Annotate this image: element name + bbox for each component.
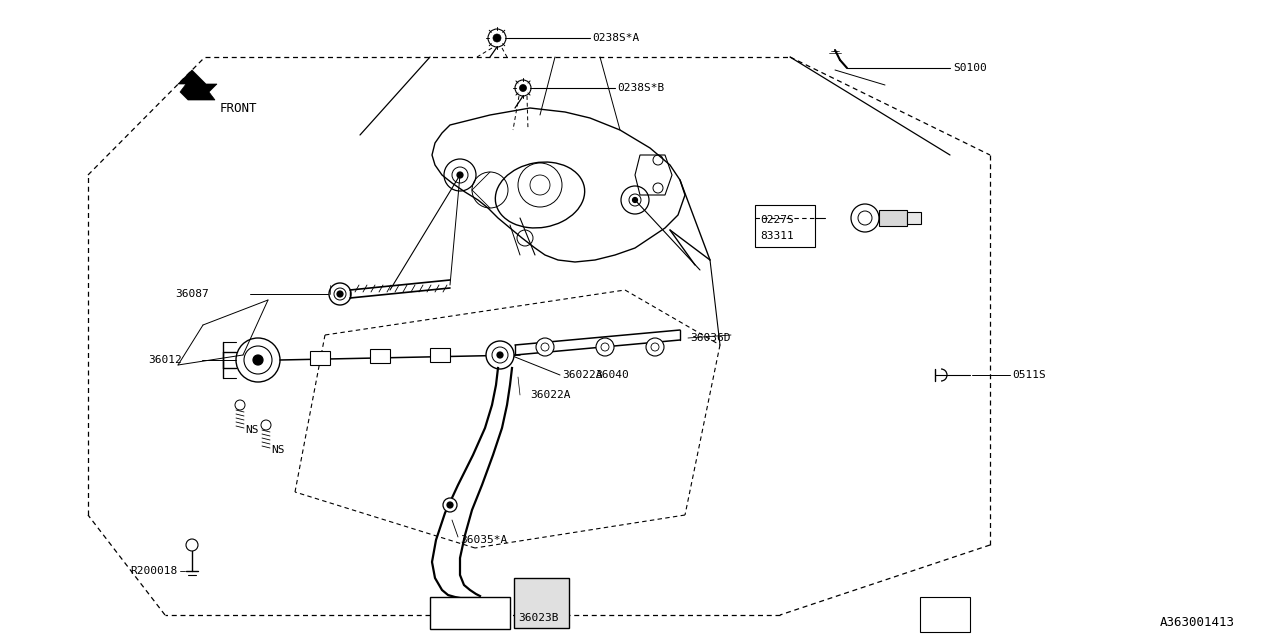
Circle shape xyxy=(646,338,664,356)
Text: S0100: S0100 xyxy=(954,63,987,73)
Polygon shape xyxy=(178,70,218,100)
Bar xyxy=(515,578,570,628)
Text: FRONT: FRONT xyxy=(220,102,257,115)
Bar xyxy=(310,351,330,365)
Bar xyxy=(920,597,970,632)
Circle shape xyxy=(497,352,503,358)
Text: 36087: 36087 xyxy=(175,289,209,299)
Bar xyxy=(370,349,390,363)
Bar xyxy=(430,348,451,362)
Text: 0238S*B: 0238S*B xyxy=(617,83,664,93)
Text: 0227S: 0227S xyxy=(760,215,794,225)
Text: R200018: R200018 xyxy=(131,566,177,576)
Bar xyxy=(430,597,509,629)
Circle shape xyxy=(632,198,637,202)
Circle shape xyxy=(337,291,343,297)
Text: A363001413: A363001413 xyxy=(1160,616,1235,628)
Text: 36023B: 36023B xyxy=(518,613,558,623)
Text: 0238S*A: 0238S*A xyxy=(593,33,639,43)
Circle shape xyxy=(493,34,500,42)
Text: 36035*A: 36035*A xyxy=(460,535,507,545)
Circle shape xyxy=(596,338,614,356)
Text: 83311: 83311 xyxy=(760,231,794,241)
Circle shape xyxy=(536,338,554,356)
Circle shape xyxy=(486,341,515,369)
Text: 36012: 36012 xyxy=(148,355,182,365)
Text: NS: NS xyxy=(271,445,284,455)
Text: NS: NS xyxy=(244,425,259,435)
Bar xyxy=(908,212,922,224)
Circle shape xyxy=(253,355,262,365)
Circle shape xyxy=(457,172,463,178)
Text: 36036D: 36036D xyxy=(690,333,731,343)
Bar xyxy=(879,210,908,226)
Circle shape xyxy=(443,498,457,512)
Circle shape xyxy=(520,84,526,92)
Circle shape xyxy=(447,502,453,508)
Text: 36022A: 36022A xyxy=(530,390,571,400)
Bar xyxy=(755,205,815,247)
Text: 36022A: 36022A xyxy=(562,370,603,380)
Text: 36040: 36040 xyxy=(595,370,628,380)
Text: 0511S: 0511S xyxy=(1012,370,1046,380)
